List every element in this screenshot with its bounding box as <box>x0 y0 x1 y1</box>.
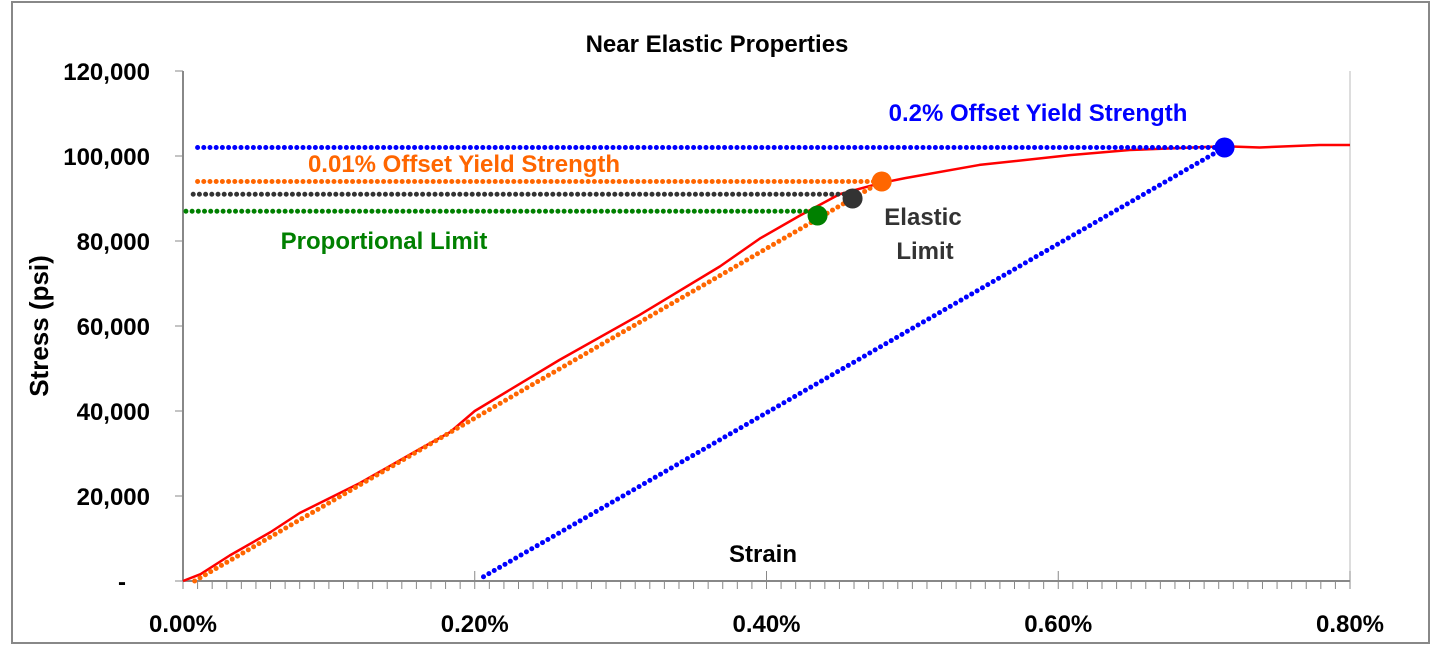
annotation-proportional: Proportional Limit <box>281 228 488 255</box>
y-tick-label: - <box>118 569 126 596</box>
y-tick-label: 20,000 <box>77 484 150 511</box>
chart-border <box>11 1 1430 644</box>
chart-title: Near Elastic Properties <box>586 31 849 58</box>
y-tick-label: 80,000 <box>77 229 150 256</box>
x-tick-label: 0.40% <box>732 611 800 638</box>
x-tick-label: 0.00% <box>149 611 217 638</box>
annotation-offset-02: 0.2% Offset Yield Strength <box>889 100 1188 127</box>
y-tick-label: 60,000 <box>77 314 150 341</box>
y-tick-label: 100,000 <box>63 144 150 171</box>
y-axis-label: Stress (psi) <box>24 255 54 397</box>
annotation-elastic-2: Limit <box>896 238 953 265</box>
marker-proportional-limit <box>807 205 828 226</box>
x-tick-label: 0.20% <box>441 611 509 638</box>
x-tick-label: 0.60% <box>1024 611 1092 638</box>
marker-elastic-limit <box>842 188 863 209</box>
annotation-offset-001: 0.01% Offset Yield Strength <box>308 151 620 178</box>
y-tick-label: 120,000 <box>63 59 150 86</box>
marker-0-2-offset-yield-strength <box>1214 137 1235 158</box>
marker-0-01-offset-yield-strength <box>871 171 892 192</box>
dotted-line-series <box>481 145 1228 580</box>
y-tick-label: 40,000 <box>77 399 150 426</box>
x-axis-label: Strain <box>729 541 797 568</box>
annotation-elastic-1: Elastic <box>884 204 961 231</box>
dotted-line-series <box>192 179 885 584</box>
x-tick-label: 0.80% <box>1316 611 1384 638</box>
